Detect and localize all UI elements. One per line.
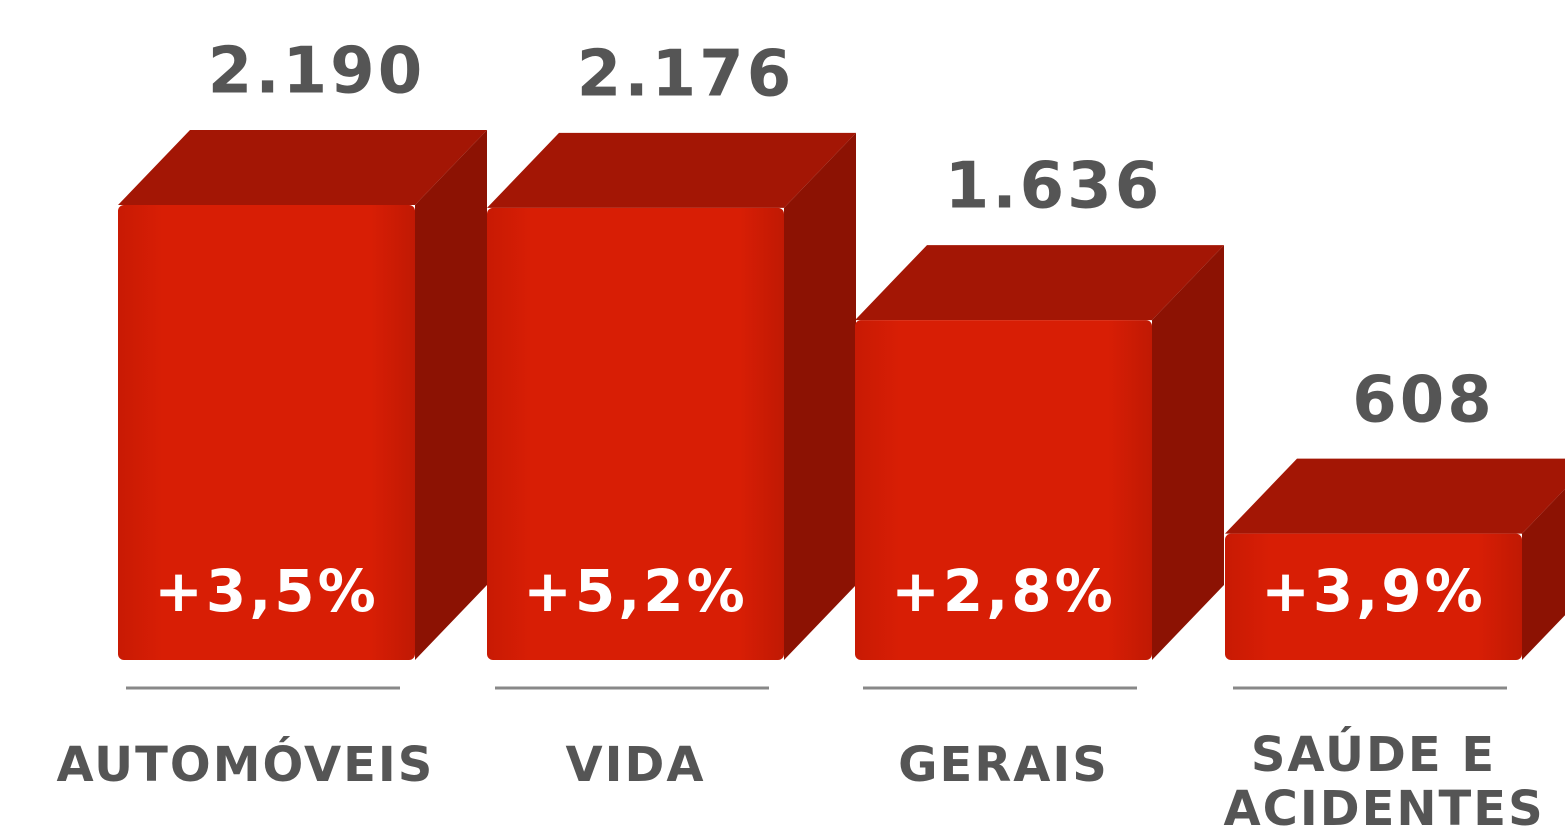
category-label: GERAIS bbox=[898, 737, 1109, 793]
bar-side bbox=[1152, 245, 1224, 660]
category-label: AUTOMÓVEIS bbox=[56, 737, 435, 793]
value-label: 2.176 bbox=[577, 37, 794, 111]
bar-side bbox=[784, 132, 856, 660]
bar-front bbox=[118, 205, 415, 660]
bar bbox=[118, 130, 487, 660]
bar-side bbox=[415, 130, 487, 660]
growth-label: +3,9% bbox=[1261, 557, 1485, 625]
value-label: 608 bbox=[1352, 363, 1495, 437]
bar-top bbox=[118, 130, 487, 205]
bar-front bbox=[1225, 533, 1522, 660]
growth-label: +5,2% bbox=[523, 557, 747, 625]
value-label: 2.190 bbox=[208, 35, 425, 109]
bar-front bbox=[487, 207, 784, 660]
category-label: SAÚDE E ACIDENTES bbox=[1223, 727, 1545, 837]
bar bbox=[855, 245, 1224, 660]
growth-label: +3,5% bbox=[154, 557, 378, 625]
value-label: 1.636 bbox=[945, 150, 1162, 224]
growth-label: +2,8% bbox=[891, 557, 1115, 625]
bar-top bbox=[487, 132, 856, 208]
bar-side bbox=[1522, 488, 1565, 660]
bar-top bbox=[1225, 458, 1565, 534]
bar-top bbox=[855, 245, 1224, 321]
bar-front bbox=[855, 320, 1152, 660]
bar bbox=[1225, 458, 1565, 660]
bar bbox=[487, 132, 856, 660]
category-label: VIDA bbox=[565, 737, 706, 793]
